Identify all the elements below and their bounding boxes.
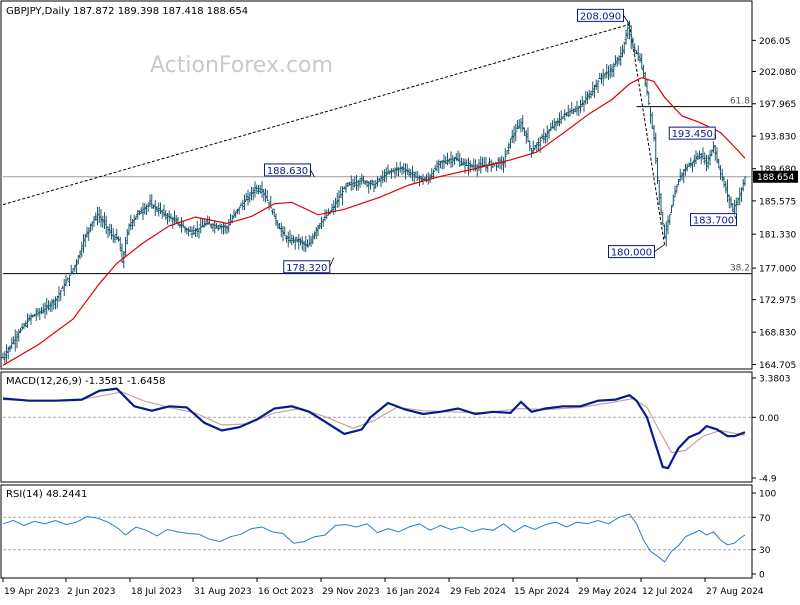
rsi-y-tick-label: 70 [759,514,771,524]
y-tick-label: 185.575 [759,197,796,207]
fib-label-38-2: 38.2 [730,264,750,274]
rsi-header: RSI(14) 48.2441 [6,489,87,500]
main-pane-frame [0,0,753,370]
rsi-y-tick-label: 0 [759,571,765,581]
current-price-label: 188.654 [757,173,794,183]
x-tick-label: 16 Oct 2023 [258,587,314,597]
x-tick-label: 29 May 2024 [578,587,637,597]
y-tick-label: 168.830 [759,329,796,339]
rsi-pane: 100 70 30 0 [2,490,776,581]
main-header: GBPJPY,Daily 187.872 189.398 187.418 188… [6,6,248,17]
macd-header: MACD(12,26,9) -1.3581 -1.6458 [6,376,166,387]
y-axis-ticks: 206.05 202.080 197.965 193.830 189.680 185.57… [752,37,798,371]
rsi-line [2,513,746,563]
annotation-label-183-700: 183.700 [693,216,734,227]
sma-line [2,76,746,366]
trendline-1 [2,23,630,206]
rsi-y-tick-label: 100 [759,490,776,500]
annotation-leader [329,257,335,267]
x-tick-label: 16 Jan 2024 [386,587,440,597]
annotation-label-180-000: 180.000 [611,248,652,259]
x-axis: 19 Apr 2023 2 Jun 2023 18 Jul 2023 31 Aug 2… [2,578,764,597]
macd-y-tick-label: 0.00 [759,414,779,424]
x-tick-label: 29 Feb 2024 [450,587,506,597]
current-price-box [753,170,798,183]
rsi-pane-frame [0,484,753,579]
annotation-leader [623,15,630,25]
annotation-leader [734,215,737,220]
sma-line-group [2,76,746,366]
x-tick-label: 12 Jul 2024 [642,587,693,597]
x-tick-label: 18 Jul 2023 [131,587,182,597]
y-tick-label: 193.830 [759,133,796,143]
y-tick-label: 197.965 [759,100,796,110]
annotation-label-208-090: 208.090 [580,11,621,22]
x-tick-label: 2 Jun 2023 [67,587,115,597]
x-tick-label: 19 Apr 2023 [4,587,60,597]
rsi-y-tick-label: 30 [759,546,771,556]
price-bars [1,20,747,364]
trendline-2 [629,24,665,245]
macd-pane: 3.3803 0.00 -4.9 [2,375,791,485]
annotation-leader [310,169,315,178]
annotation-leader [654,244,665,252]
y-tick-label: 206.05 [759,37,791,47]
annotations: 208.090 188.630 178.320 193.450 183.700 180.0… [264,8,737,274]
macd-y-tick-label: 3.3803 [759,375,791,385]
x-tick-label: 29 Nov 2023 [322,587,380,597]
y-tick-label: 189.680 [759,165,796,175]
annotation-label-178-320: 178.320 [286,263,327,274]
x-tick-label: 27 Aug 2024 [706,587,764,597]
annotation-box [668,126,716,140]
macd-y-tick-label: -4.9 [759,475,777,485]
macd-pane-frame [0,371,753,483]
x-tick-label: 31 Aug 2023 [194,587,252,597]
y-tick-label: 164.705 [759,361,796,371]
y-tick-label: 202.080 [759,68,796,78]
y-tick-label: 177.000 [759,265,796,275]
fib-label-61-8: 61.8 [730,97,750,107]
x-tick-label: 15 Apr 2024 [514,587,570,597]
annotation-label-193-450: 193.450 [672,129,713,140]
y-tick-label: 172.975 [759,296,796,306]
y-tick-label: 181.330 [759,231,796,241]
annotation-label-188-630: 188.630 [267,166,308,177]
watermark: ActionForex.com [150,53,333,78]
macd-line [2,387,746,470]
